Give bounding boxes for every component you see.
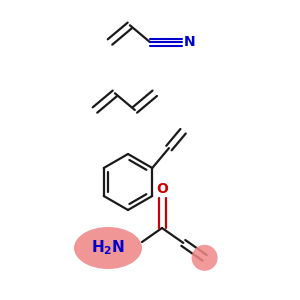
Text: $\mathregular{H_2N}$: $\mathregular{H_2N}$ (91, 239, 125, 257)
Ellipse shape (74, 227, 142, 269)
Text: O: O (156, 182, 168, 196)
Circle shape (192, 245, 218, 271)
Text: N: N (184, 35, 196, 49)
